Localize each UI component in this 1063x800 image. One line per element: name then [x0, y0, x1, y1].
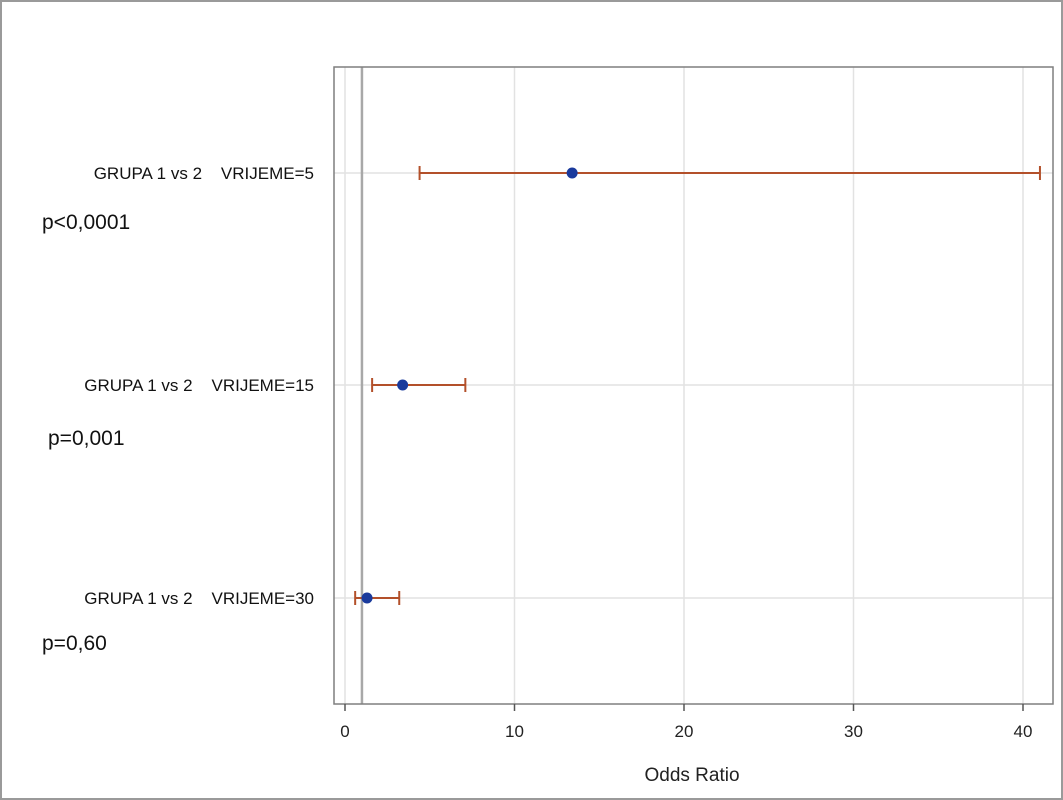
x-axis-title: Odds Ratio [644, 765, 739, 786]
row-labels: GRUPA 1 vs 2 VRIJEME=5 p<0,0001 GRUPA 1 vs… [42, 164, 314, 655]
point-estimate-1 [397, 379, 409, 391]
x-tick-label-3: 30 [844, 722, 863, 741]
point-estimate-0 [566, 167, 578, 179]
x-tick-label-4: 40 [1014, 722, 1033, 741]
plot-area-frame [333, 66, 1054, 705]
p-value-label-2: p=0,60 [42, 632, 107, 655]
x-tick-label-1: 10 [505, 722, 524, 741]
p-value-label-1: p=0,001 [48, 427, 125, 450]
point-estimates [361, 167, 578, 604]
x-tick-label-0: 0 [340, 722, 349, 741]
row-label-0: GRUPA 1 vs 2 VRIJEME=5 [94, 164, 314, 183]
x-axis-ticks: 0 10 20 30 40 [340, 704, 1032, 741]
x-tick-label-2: 20 [675, 722, 694, 741]
point-estimate-2 [361, 592, 373, 604]
row-label-2: GRUPA 1 vs 2 VRIJEME=30 [84, 589, 314, 608]
row-label-1: GRUPA 1 vs 2 VRIJEME=15 [84, 376, 314, 395]
p-value-label-0: p<0,0001 [42, 211, 130, 234]
